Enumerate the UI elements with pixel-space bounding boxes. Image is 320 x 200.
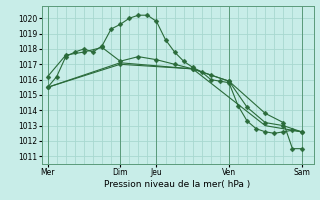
X-axis label: Pression niveau de la mer( hPa ): Pression niveau de la mer( hPa ) [104,180,251,189]
